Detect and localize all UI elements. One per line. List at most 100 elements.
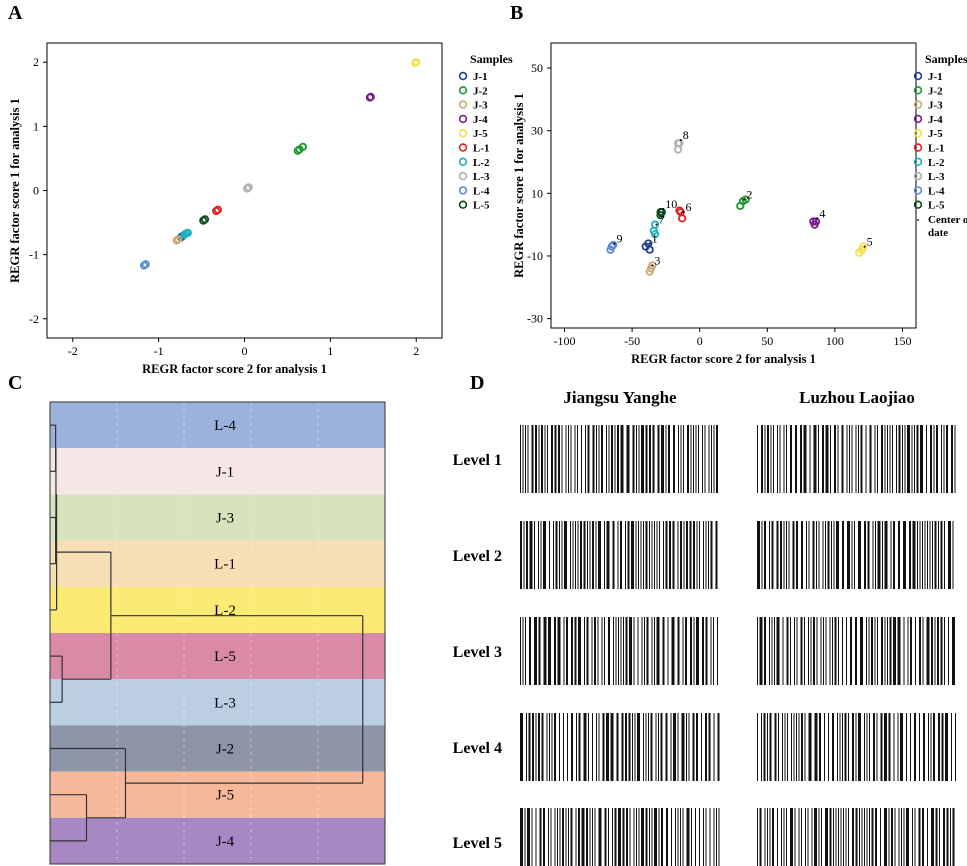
barcode-bar xyxy=(858,425,859,493)
barcode-bar xyxy=(656,617,660,685)
barcode-bar xyxy=(801,521,803,589)
barcode-bar xyxy=(943,425,945,493)
barcode-bar xyxy=(522,425,524,493)
barcode-bar xyxy=(548,617,551,685)
barcode-bar xyxy=(910,617,912,685)
barcode-bar xyxy=(888,808,890,866)
leaf-band-j-4 xyxy=(50,817,385,864)
barcode-bar xyxy=(713,713,715,781)
barcode-bar xyxy=(654,521,655,589)
barcode-bar xyxy=(718,808,720,866)
barcode-bar xyxy=(627,521,630,589)
barcode-bar xyxy=(520,808,523,866)
barcode-bar xyxy=(829,617,831,685)
barcode-bar xyxy=(589,521,591,589)
barcode-bar xyxy=(803,425,807,493)
barcode-bar xyxy=(549,713,550,781)
barcode-bar xyxy=(680,808,681,866)
barcode-bar xyxy=(822,521,824,589)
barcode-bar xyxy=(709,808,711,866)
legend-marker-j-1 xyxy=(458,71,468,81)
center-label: 10 xyxy=(665,197,677,211)
legend-marker-l-2 xyxy=(458,157,468,167)
barcode-bar xyxy=(774,617,775,685)
x-tick-label: 0 xyxy=(697,334,703,348)
barcode-bar xyxy=(814,808,817,866)
center-label: 7 xyxy=(658,213,664,227)
barcode-bar xyxy=(716,808,717,866)
barcode-bar xyxy=(864,521,866,589)
barcode-bar xyxy=(666,808,668,866)
level-label: Level 5 xyxy=(453,835,502,852)
barcode-bar xyxy=(543,521,546,589)
barcode-bar xyxy=(570,808,573,866)
barcode-bar xyxy=(681,713,685,781)
barcode-bar xyxy=(800,425,802,493)
barcode-bar xyxy=(860,425,863,493)
barcode-bar xyxy=(686,521,688,589)
barcode-bar xyxy=(786,808,787,866)
barcode-bar xyxy=(868,617,870,685)
barcode-bar xyxy=(691,808,692,866)
barcode-bar xyxy=(585,425,586,493)
barcode-bar xyxy=(948,617,949,685)
barcode-bar xyxy=(557,808,558,866)
barcode-bar xyxy=(850,617,852,685)
legend-label-l-2: L-2 xyxy=(928,157,945,169)
barcode-bar xyxy=(894,808,896,866)
barcode-bar xyxy=(571,713,573,781)
barcode-bar xyxy=(934,521,937,589)
barcode-bar xyxy=(922,617,924,685)
barcode-bar xyxy=(840,808,842,866)
barcode-bar xyxy=(613,617,614,685)
barcode-bar xyxy=(546,713,548,781)
barcode-bar xyxy=(651,617,653,685)
barcode-bar xyxy=(614,425,616,493)
barcode-bar xyxy=(538,617,541,685)
barcode-bar xyxy=(783,808,785,866)
barcode-bar xyxy=(950,808,951,866)
barcode-bar xyxy=(651,808,653,866)
barcode-bar xyxy=(875,521,876,589)
barcode-bar xyxy=(923,713,925,781)
barcode-bar xyxy=(887,425,888,493)
barcode-bar xyxy=(633,808,635,866)
barcode-bar xyxy=(644,617,645,685)
barcode xyxy=(757,521,954,589)
barcode-bar xyxy=(852,713,854,781)
barcode-bar xyxy=(654,808,657,866)
barcode-bar xyxy=(520,425,521,493)
barcode-bar xyxy=(903,521,906,589)
leaf-band-j-5 xyxy=(50,771,385,818)
barcode-bar xyxy=(620,521,622,589)
barcode-bar xyxy=(596,425,597,493)
barcode-bar xyxy=(592,713,593,781)
barcode-bar xyxy=(835,808,837,866)
barcode-bar xyxy=(559,808,561,866)
barcode-bar xyxy=(881,617,883,685)
barcode-bar xyxy=(525,425,526,493)
barcode-bar xyxy=(704,425,706,493)
barcode-bar xyxy=(559,521,560,589)
barcode-bar xyxy=(855,617,857,685)
barcode-bar xyxy=(592,425,595,493)
barcode-bar xyxy=(804,617,805,685)
x-tick-label: 100 xyxy=(826,334,844,348)
barcode-bar xyxy=(814,713,818,781)
barcode-bar xyxy=(584,617,585,685)
barcode-bar xyxy=(682,808,684,866)
data-point-j-1 xyxy=(645,245,654,254)
data-point-l-3 xyxy=(244,183,253,192)
barcode-bar xyxy=(928,713,929,781)
barcode-bar xyxy=(880,808,881,866)
legend-marker-l-5 xyxy=(913,200,923,209)
barcode-bar xyxy=(927,808,928,866)
barcode-bar xyxy=(631,521,634,589)
barcode-bar xyxy=(621,713,624,781)
x-tick-label: -1 xyxy=(154,344,164,358)
barcode-bar xyxy=(612,808,613,866)
barcode-bar xyxy=(623,617,624,685)
barcode-bar xyxy=(608,425,610,493)
barcode-bar xyxy=(897,713,899,781)
barcode-bar xyxy=(673,425,675,493)
